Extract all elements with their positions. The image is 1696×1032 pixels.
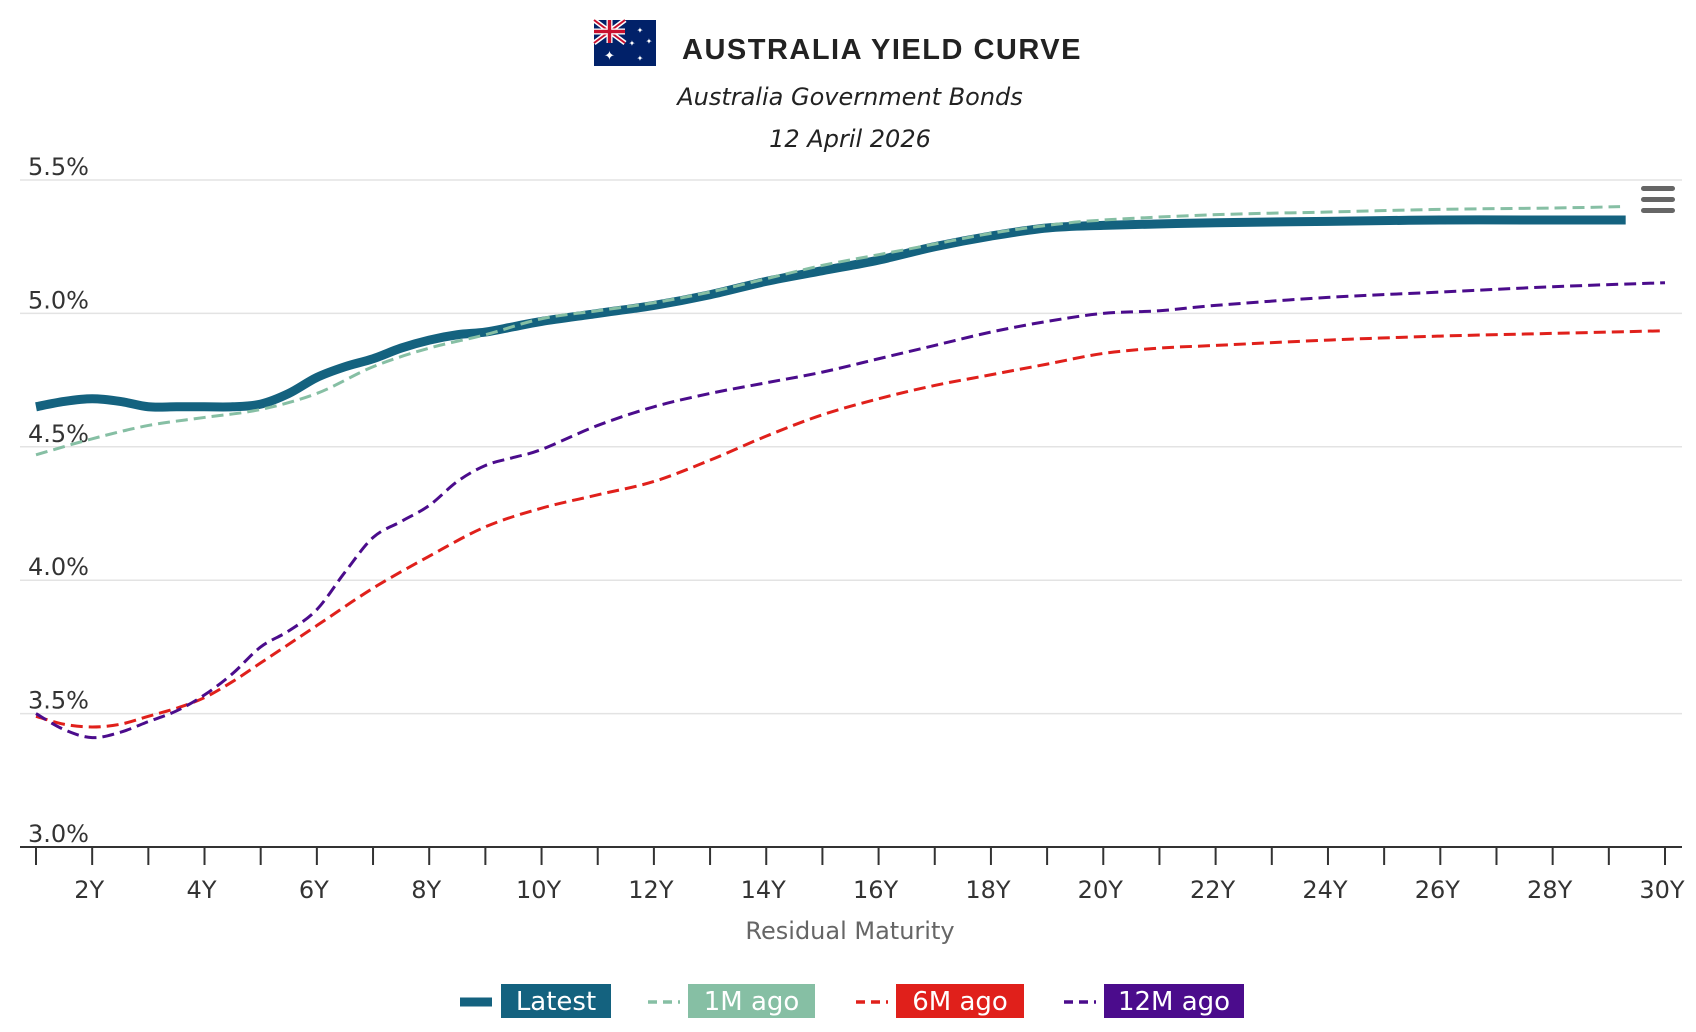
legend-label: 6M ago	[912, 987, 1008, 1017]
x-tick-label: 26Y	[1415, 876, 1461, 904]
legend-6m-ago[interactable]: 6M ago	[856, 984, 1024, 1018]
x-tick-label: 12Y	[628, 876, 674, 904]
legend-label-bg	[896, 984, 1024, 1018]
series-12m-ago[interactable]	[35, 281, 1666, 740]
legend-label: 12M ago	[1118, 987, 1230, 1017]
y-axis-labels: 3.0%3.5%4.0%4.5%5.0%5.5%	[28, 153, 89, 848]
svg-text:✦: ✦	[637, 54, 644, 63]
x-tick-label: 30Y	[1639, 876, 1685, 904]
series-latest[interactable]	[35, 215, 1626, 412]
hamburger-menu-icon[interactable]	[1634, 180, 1682, 220]
svg-text:✦: ✦	[604, 49, 615, 64]
australia-flag-icon: ✦ ✦ ✦ ✦ ✦	[592, 17, 656, 66]
legend-label-bg	[501, 984, 611, 1018]
x-axis-title: Residual Maturity	[745, 917, 954, 945]
x-tick-label: 20Y	[1078, 876, 1124, 904]
svg-text:✦: ✦	[637, 26, 644, 35]
x-tick-label: 8Y	[411, 876, 441, 904]
svg-text:✦: ✦	[629, 39, 636, 48]
series-1m-ago[interactable]	[35, 205, 1621, 457]
legend-label-bg	[688, 984, 815, 1018]
legend-label: Latest	[516, 987, 596, 1017]
x-tick-label: 4Y	[187, 876, 217, 904]
x-tick-label: 22Y	[1190, 876, 1236, 904]
legend-12m-ago[interactable]: 12M ago	[1064, 984, 1244, 1018]
y-tick-label: 4.0%	[28, 553, 89, 581]
legend-latest[interactable]: Latest	[460, 984, 611, 1018]
y-tick-label: 3.5%	[28, 687, 89, 715]
x-tick-label: 10Y	[516, 876, 562, 904]
chart-date: 12 April 2026	[769, 125, 931, 153]
x-tick-label: 6Y	[299, 876, 329, 904]
legend-1m-ago[interactable]: 1M ago	[648, 984, 815, 1018]
legend: Latest 1M ago 6M ago 12M ago	[460, 984, 1244, 1018]
x-tick-label: 28Y	[1527, 876, 1573, 904]
legend-label-bg	[1104, 984, 1244, 1018]
x-tick-label: 24Y	[1302, 876, 1348, 904]
series-6m-ago[interactable]	[35, 329, 1666, 729]
x-axis: 2Y 4Y 6Y 8Y 10Y 12Y 14Y 16Y 18Y 20Y 22Y 24Y 26Y 28Y 30…	[20, 846, 1685, 904]
grid-lines	[20, 179, 1682, 715]
legend-label: 1M ago	[704, 987, 800, 1017]
x-tick-label: 18Y	[965, 876, 1011, 904]
x-tick-label: 16Y	[853, 876, 899, 904]
x-tick-label: 2Y	[74, 876, 104, 904]
chart-title: AUSTRALIA YIELD CURVE	[682, 34, 1082, 66]
series-lines	[35, 205, 1666, 740]
svg-text:✦: ✦	[646, 37, 653, 46]
y-tick-label: 5.5%	[28, 153, 89, 181]
y-tick-label: 3.0%	[28, 820, 89, 848]
chart-subtitle: Australia Government Bonds	[675, 83, 1023, 111]
x-tick-label: 14Y	[741, 876, 787, 904]
y-tick-label: 5.0%	[28, 286, 89, 314]
